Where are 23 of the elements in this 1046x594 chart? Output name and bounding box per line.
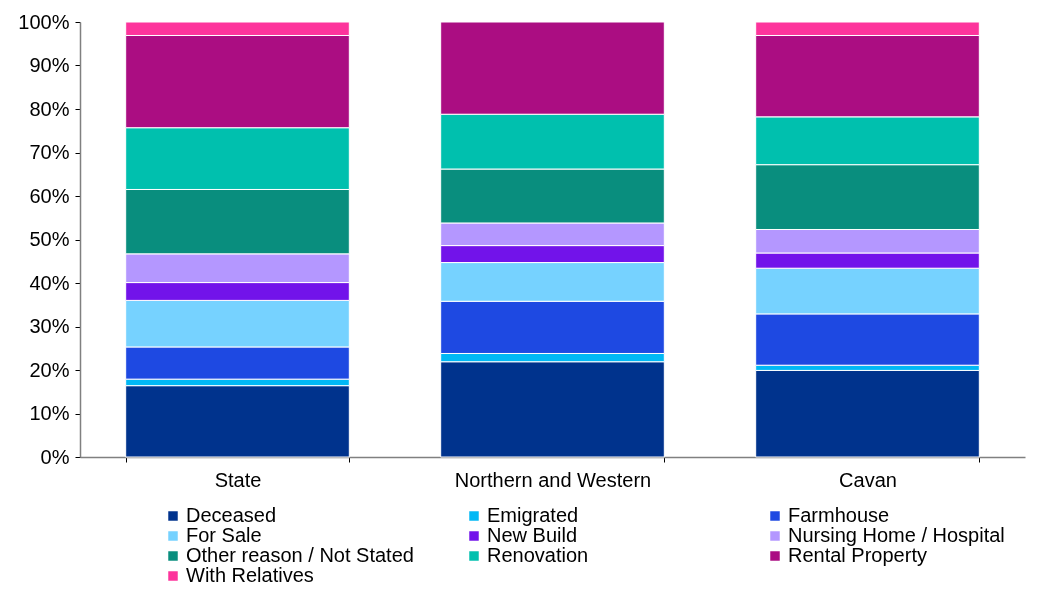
y-tick-label: 0%: [40, 445, 70, 468]
legend-label: For Sale: [186, 524, 262, 546]
y-tick-label: 20%: [29, 358, 70, 381]
y-tick-label: 80%: [29, 97, 70, 120]
y-tick-label: 40%: [29, 271, 70, 294]
x-tick-label: Northern and Western: [454, 468, 652, 491]
y-tick-label: 90%: [29, 54, 70, 76]
y-tick-label: 50%: [29, 228, 70, 250]
legend-label: Renovation: [487, 544, 589, 566]
bar: [755, 369, 980, 458]
y-tick-label: 60%: [29, 184, 70, 207]
legend-label: Nursing Home / Hospital: [788, 524, 1005, 546]
y-tick-label: 100%: [18, 10, 70, 33]
legend-label: Other reason / Not Stated: [186, 544, 414, 566]
legend-label: Deceased: [186, 504, 277, 526]
y-tick-label: 30%: [29, 315, 70, 337]
y-tick-label: 10%: [29, 402, 70, 424]
x-tick-label: Cavan: [839, 468, 897, 491]
legend-label: Emigrated: [487, 504, 579, 526]
x-tick-label: State: [214, 468, 262, 491]
legend-label: With Relatives: [186, 564, 314, 586]
legend-label: Farmhouse: [788, 504, 890, 526]
y-tick-label: 70%: [29, 141, 70, 163]
